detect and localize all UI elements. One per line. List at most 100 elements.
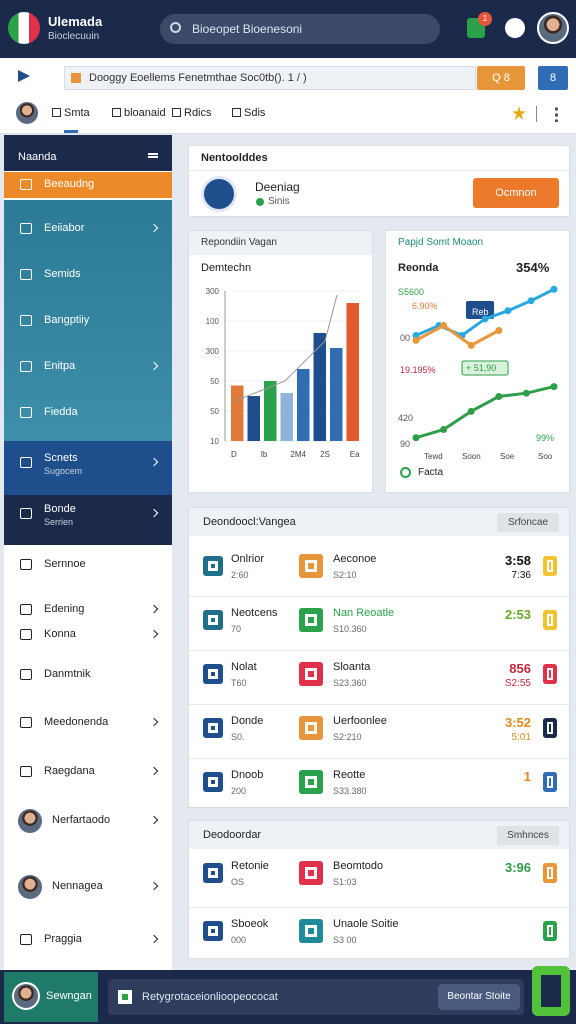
- tab[interactable]: Smta: [64, 107, 90, 119]
- y-axis-label: 50: [210, 407, 219, 416]
- menu-item[interactable]: Bonde: [44, 503, 76, 515]
- row-name[interactable]: Sloanta: [333, 661, 371, 673]
- menu-item[interactable]: Raegdana: [44, 765, 95, 777]
- status-chip[interactable]: [543, 664, 557, 684]
- menu-item[interactable]: Enitpa: [44, 360, 76, 372]
- card-title: Nentoolddes: [201, 152, 268, 164]
- row-name[interactable]: Onlrior: [231, 553, 265, 565]
- row-icon: [203, 556, 223, 576]
- menu-item[interactable]: Nennagea: [52, 880, 103, 892]
- row-name[interactable]: Dnoob: [231, 769, 264, 781]
- menu-item[interactable]: Nerfartaodo: [52, 814, 111, 826]
- tab-row: Smta bloanaid Rdics Sdis: [0, 94, 576, 134]
- menu-item[interactable]: Eeiiabor: [44, 222, 85, 234]
- tab[interactable]: Rdics: [184, 107, 212, 119]
- row-divider: [189, 650, 569, 651]
- point: [467, 341, 475, 349]
- menu-item[interactable]: Edening: [44, 603, 85, 615]
- x-axis-label: Soon: [462, 452, 481, 461]
- menu-item[interactable]: Meedonenda: [44, 716, 109, 728]
- table-button[interactable]: Srfoncae: [497, 513, 559, 532]
- value-label: 420: [398, 413, 413, 423]
- row-divider: [189, 758, 569, 759]
- row-sub: S2:210: [333, 732, 362, 742]
- menu-icon: [20, 457, 32, 468]
- row-icon: [203, 863, 223, 883]
- star-icon[interactable]: [512, 106, 526, 120]
- x-axis-label: Ib: [261, 450, 268, 459]
- search-button[interactable]: Q 8: [477, 66, 525, 90]
- status-chip[interactable]: [543, 921, 557, 941]
- teal-section: [4, 200, 172, 441]
- menu-item[interactable]: Konna: [44, 628, 76, 640]
- row-name[interactable]: Sboeok: [231, 918, 269, 930]
- active-item-bg: [4, 172, 172, 198]
- avatar: [16, 807, 44, 835]
- point: [440, 322, 448, 330]
- action-button[interactable]: [532, 966, 570, 1016]
- address-bar[interactable]: Dooggy Eoellems Fenetmthae Soc0tb(). 1 /…: [64, 66, 476, 90]
- tab-icon: [112, 108, 121, 117]
- y-axis-label: 300: [206, 287, 220, 296]
- card-title-bar: [189, 231, 372, 255]
- value-label: 19.195%: [400, 365, 436, 375]
- row-name[interactable]: Nan Reoatle: [333, 607, 395, 619]
- toolbar: Dooggy Eoellems Fenetmthae Soc0tb(). 1 /…: [0, 58, 576, 94]
- row-name[interactable]: Beomtodo: [333, 860, 384, 872]
- row-name[interactable]: Reotte: [333, 769, 366, 781]
- more-icon[interactable]: [555, 106, 558, 122]
- avatar: [14, 100, 40, 126]
- tab[interactable]: Sdis: [244, 107, 266, 119]
- row-name[interactable]: Retonie: [231, 860, 269, 872]
- blue-button[interactable]: 8: [538, 66, 568, 90]
- row-icon: [299, 770, 323, 794]
- menu-item-sub: Serrien: [44, 517, 74, 527]
- menu-item[interactable]: Praggia: [44, 933, 82, 945]
- menu-item[interactable]: Sernnoe: [44, 558, 86, 570]
- avatar: [12, 982, 40, 1010]
- status-chip[interactable]: [543, 863, 557, 883]
- status-chip[interactable]: [543, 556, 557, 576]
- sidebar-menu-icon: [148, 153, 158, 158]
- table-button[interactable]: Smhnces: [497, 826, 559, 845]
- row-name[interactable]: Donde: [231, 715, 264, 727]
- row-sub: 70: [231, 624, 242, 634]
- notification-badge: 1: [478, 12, 492, 26]
- row-name[interactable]: Nolat: [231, 661, 257, 673]
- value-label: 00: [400, 333, 410, 343]
- tab[interactable]: bloanaid: [124, 107, 166, 119]
- menu-item[interactable]: Scnets: [44, 452, 78, 464]
- row-divider: [189, 907, 569, 908]
- menu-item[interactable]: Semids: [44, 268, 81, 280]
- row-value: 3:96: [504, 860, 531, 875]
- menu-icon: [20, 717, 32, 728]
- menu-item[interactable]: Beeaudng: [44, 178, 95, 190]
- status-chip[interactable]: [543, 718, 557, 738]
- play-icon: [18, 70, 30, 82]
- row-name[interactable]: Unaole Soitie: [333, 918, 399, 930]
- primary-button[interactable]: Ocmnon: [473, 178, 559, 208]
- point: [504, 307, 512, 315]
- point: [481, 315, 489, 323]
- menu-icon: [20, 361, 32, 372]
- x-axis-label: Tewd: [424, 452, 443, 461]
- status-chip[interactable]: [543, 610, 557, 630]
- message-input[interactable]: Retygrotaceionlioopeococat Beontar Stoite: [108, 979, 524, 1015]
- row-name[interactable]: Aeconoe: [333, 553, 377, 565]
- row-icon: [299, 554, 323, 578]
- row-name[interactable]: Neotcens: [231, 607, 278, 619]
- chevron: [149, 604, 159, 614]
- menu-item[interactable]: Danmtnik: [44, 668, 91, 680]
- send-button[interactable]: Beontar Stoite: [438, 984, 520, 1010]
- point: [412, 434, 420, 442]
- menu-item[interactable]: Bangptiiy: [44, 314, 90, 326]
- apps-button[interactable]: [505, 18, 525, 38]
- y-axis-label: 50: [210, 377, 219, 386]
- menu-item[interactable]: Fiedda: [44, 406, 78, 418]
- search-bar[interactable]: Bioeopet Bioenesoni: [160, 14, 440, 44]
- row-value: 856: [509, 661, 531, 676]
- row-name[interactable]: Uerfoonlee: [333, 715, 387, 727]
- row-sub: OS: [231, 877, 245, 887]
- status-chip[interactable]: [543, 772, 557, 792]
- footer-user: Sewngan: [46, 990, 92, 1002]
